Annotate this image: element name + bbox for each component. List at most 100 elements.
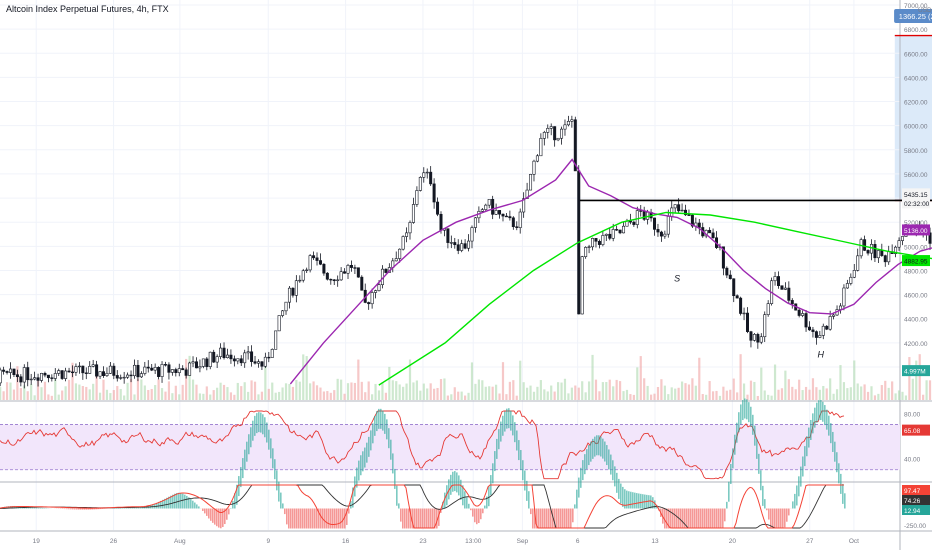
macd-histogram-bar [394, 469, 396, 489]
volume-bar [891, 381, 893, 400]
macd-histogram-bar [834, 442, 836, 462]
macd-histogram-bar [732, 448, 734, 468]
volume-bar [27, 391, 29, 400]
macd-histogram-bar [628, 491, 630, 508]
volume-bar [626, 390, 628, 400]
volume-bar [529, 386, 531, 400]
macd-histogram-bar [310, 509, 312, 529]
volume-bar [908, 357, 910, 400]
macd-histogram-bar [342, 509, 344, 529]
x-tick-label: 23 [419, 538, 427, 545]
x-tick-label: 9 [266, 538, 270, 545]
macd-histogram-bar [362, 451, 364, 471]
volume-bar [247, 392, 249, 400]
volume-bar [898, 390, 900, 400]
macd-histogram-bar [640, 494, 642, 509]
volume-bar [281, 387, 283, 400]
volume-bar [436, 388, 438, 400]
macd-histogram-bar [558, 509, 560, 529]
macd-histogram-bar [196, 504, 198, 508]
macd-histogram-bar [776, 509, 778, 529]
volume-bar [347, 383, 349, 400]
volume-bar [874, 395, 876, 400]
macd-histogram-bar [96, 509, 98, 510]
volume-bar [378, 390, 380, 400]
candle [278, 315, 280, 331]
macd-histogram-bar [254, 416, 256, 436]
macd-histogram-bar [810, 420, 812, 440]
volume-bar [268, 389, 270, 400]
macd-histogram-bar [68, 509, 70, 510]
volume-bar [333, 390, 335, 400]
volume-bar [664, 386, 666, 400]
macd-histogram-bar [220, 509, 222, 529]
volume-bar [467, 393, 469, 400]
volume-bar [68, 380, 70, 400]
macd-histogram-bar [416, 509, 418, 529]
macd-histogram-bar [456, 472, 458, 492]
macd-histogram-bar [564, 509, 566, 529]
macd-histogram-bar [556, 509, 558, 529]
macd-histogram-bar [734, 435, 736, 455]
macd-histogram-bar [294, 509, 296, 529]
volume-bar [640, 356, 642, 400]
macd-histogram-bar [750, 407, 752, 427]
macd-histogram-bar [832, 432, 834, 452]
macd-histogram-bar [700, 509, 702, 529]
macd-histogram-bar [676, 509, 678, 529]
volume-bar [857, 383, 859, 400]
macd-histogram-bar [762, 486, 764, 506]
macd-histogram-bar [404, 509, 406, 529]
volume-bar [99, 393, 101, 400]
volume-bar [833, 394, 835, 400]
macd-histogram-bar [258, 412, 260, 432]
macd-histogram-bar [538, 509, 540, 529]
volume-bar [275, 393, 277, 400]
candle [402, 235, 404, 250]
volume-bar [550, 386, 552, 400]
volume-bar [385, 393, 387, 400]
macd-histogram-bar [784, 509, 786, 528]
volume-bar [430, 383, 432, 400]
y-tick-label: 4400.00 [904, 317, 928, 324]
volume-bar [925, 380, 927, 400]
macd-histogram-bar [406, 509, 408, 529]
macd-histogram-bar [488, 486, 490, 506]
volume-bar [102, 380, 104, 400]
macd-histogram-bar [390, 440, 392, 460]
candle [739, 297, 741, 316]
y-tick-label: 4800.00 [904, 268, 928, 275]
macd-histogram-bar [178, 493, 180, 509]
volume-bar [746, 395, 748, 400]
volume-bar [585, 392, 587, 400]
macd-histogram-bar [726, 502, 728, 509]
macd-histogram-bar [284, 509, 286, 515]
volume-bar [278, 392, 280, 400]
volume-bar [244, 382, 246, 400]
volume-bar [543, 389, 545, 400]
macd-histogram-bar [400, 509, 402, 522]
macd-histogram-bar [814, 408, 816, 428]
volume-bar [168, 381, 170, 400]
macd-histogram-bar [248, 434, 250, 454]
macd-histogram-bar [478, 509, 480, 524]
macd-histogram-bar [844, 493, 846, 508]
volume-bar [822, 386, 824, 400]
volume-bar [702, 394, 704, 400]
macd-histogram-bar [666, 509, 668, 529]
macd-histogram-bar [466, 497, 468, 508]
macd-histogram-bar [282, 503, 284, 508]
volume-bar [371, 394, 373, 400]
macd-histogram-bar [584, 454, 586, 474]
volume-bar [65, 386, 67, 400]
volume-bar [753, 382, 755, 400]
macd-histogram-bar [304, 509, 306, 529]
volume-bar [161, 388, 163, 400]
macd-histogram-bar [786, 509, 788, 522]
volume-bar [698, 358, 700, 400]
volume-bar [395, 381, 397, 400]
volume-bar [560, 383, 562, 400]
x-tick-label: 13 [651, 538, 659, 545]
volume-bar [285, 383, 287, 400]
